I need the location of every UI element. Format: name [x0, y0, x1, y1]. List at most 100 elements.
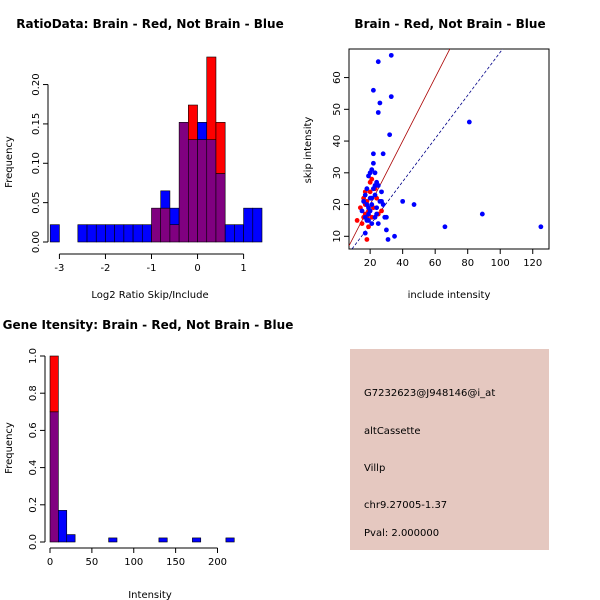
scatter-xlabel: include intensity: [408, 290, 491, 301]
ratio-histogram-ylabel: Frequency: [4, 136, 15, 188]
not-brain-point: [374, 211, 380, 217]
x-tick-label: 100: [124, 557, 143, 568]
y-tick-label: 0.6: [28, 422, 39, 438]
not-brain-bar: [252, 207, 263, 243]
brain-point: [366, 224, 371, 230]
location-text: chr9.27005-1.37: [364, 500, 447, 511]
scatter-title: Brain - Red, Not Brain - Blue: [354, 17, 545, 31]
y-tick-label: 0.15: [31, 113, 42, 135]
x-tick-label: -3: [54, 263, 64, 274]
not-brain-bar: [108, 537, 118, 543]
not-brain-bar: [132, 224, 143, 243]
not-brain-bar: [197, 122, 208, 140]
overlap-bar: [188, 139, 198, 243]
y-tick-label: 0.05: [31, 192, 42, 214]
y-tick-label: 0.00: [31, 231, 42, 253]
x-tick-label: 120: [523, 258, 542, 269]
not-brain-point: [361, 198, 367, 204]
scatter-axes: 20 40 60 80 100 120 10 20 30 40 50 60: [332, 71, 542, 269]
y-tick-label: 50: [332, 103, 343, 116]
overlap-bar: [178, 122, 189, 243]
ratio-histogram-axes: 0.00 0.05 0.10 0.15 0.20 -3 -2 -1 0 1: [31, 73, 247, 274]
ratio-histogram-title: RatioData: Brain - Red, Not Brain - Blue: [16, 17, 283, 31]
not-brain-point: [538, 224, 544, 230]
y-tick-label: 0.8: [28, 385, 39, 401]
not-brain-bar: [123, 224, 134, 243]
not-brain-point: [388, 94, 394, 100]
not-brain-point: [372, 183, 378, 188]
not-brain-bar: [243, 207, 254, 243]
brain-point: [364, 237, 370, 242]
not-brain-bar: [160, 190, 171, 209]
x-tick-label: 0: [194, 263, 200, 274]
intensity-histogram-panel: Gene Itensity: Brain - Red, Not Brain - …: [3, 318, 294, 600]
y-tick-label: 0.4: [28, 460, 39, 476]
not-brain-bar: [66, 534, 76, 543]
x-tick-label: 20: [364, 258, 377, 269]
not-brain-point: [392, 233, 397, 239]
not-brain-point: [379, 189, 384, 195]
brain-point: [367, 189, 373, 195]
brain-point: [369, 176, 375, 182]
y-tick-label: 0.20: [31, 73, 42, 95]
y-tick-label: 1.0: [28, 348, 39, 364]
not-brain-point: [400, 198, 406, 204]
not-brain-point: [380, 202, 386, 207]
not-brain-point: [375, 110, 381, 115]
not-brain-point: [374, 205, 380, 211]
not-brain-point: [369, 221, 375, 227]
not-brain-point: [362, 230, 368, 236]
intensity-histogram-xlabel: Intensity: [128, 590, 172, 600]
overlap-bar: [169, 224, 180, 243]
not-brain-point: [479, 211, 485, 217]
y-tick-label: 40: [332, 135, 343, 148]
y-tick-label: 0.10: [31, 152, 42, 174]
not-brain-point: [466, 119, 472, 125]
brain-point: [354, 218, 360, 223]
not-brain-point: [388, 52, 394, 58]
y-tick-label: 0.0: [28, 534, 39, 550]
probe-id-text: G7232623@J948146@i_at: [364, 388, 495, 399]
overlap-bar: [49, 411, 59, 543]
gene-name-text: Villp: [364, 463, 385, 474]
x-tick-label: -2: [100, 263, 110, 274]
brain-fit-line: [349, 49, 451, 247]
x-tick-label: 100: [491, 258, 510, 269]
not-brain-point: [372, 192, 378, 198]
x-tick-label: 80: [461, 258, 474, 269]
not-brain-bar: [105, 224, 115, 243]
y-tick-label: 0.2: [28, 497, 39, 513]
not-brain-point: [369, 195, 375, 201]
not-brain-point: [366, 205, 371, 211]
intensity-histogram-ylabel: Frequency: [4, 422, 15, 474]
intensity-histogram-title: Gene Itensity: Brain - Red, Not Brain - …: [3, 318, 294, 332]
overlap-bar: [206, 139, 217, 243]
not-brain-point: [442, 224, 448, 230]
not-brain-point: [370, 151, 376, 157]
y-tick-label: 20: [332, 198, 343, 211]
not-brain-point: [364, 186, 370, 192]
not-brain-point: [383, 227, 389, 233]
overlap-bar: [215, 173, 226, 243]
not-brain-point: [370, 160, 376, 166]
not-brain-bar: [49, 224, 60, 243]
y-tick-label: 10: [332, 230, 343, 243]
not-brain-bar: [225, 537, 235, 543]
brain-point: [379, 208, 384, 214]
not-brain-point: [375, 221, 381, 227]
not-brain-point: [387, 132, 393, 138]
not-brain-bar: [158, 537, 168, 543]
not-brain-point: [385, 237, 391, 242]
probe-info-panel: G7232623@J948146@i_at altCassette Villp …: [350, 349, 549, 550]
pval-text: Pval: 2.000000: [364, 528, 439, 539]
not-brain-bar: [86, 224, 97, 243]
not-brain-point: [383, 214, 389, 220]
not-brain-bar: [169, 207, 180, 225]
x-tick-label: 200: [208, 557, 227, 568]
overlap-bar: [160, 207, 171, 243]
not-brain-point: [372, 170, 378, 176]
not-brain-bar: [95, 224, 106, 243]
not-brain-bar: [77, 224, 88, 243]
info-box-background: [350, 349, 549, 550]
event-type-text: altCassette: [364, 426, 421, 437]
